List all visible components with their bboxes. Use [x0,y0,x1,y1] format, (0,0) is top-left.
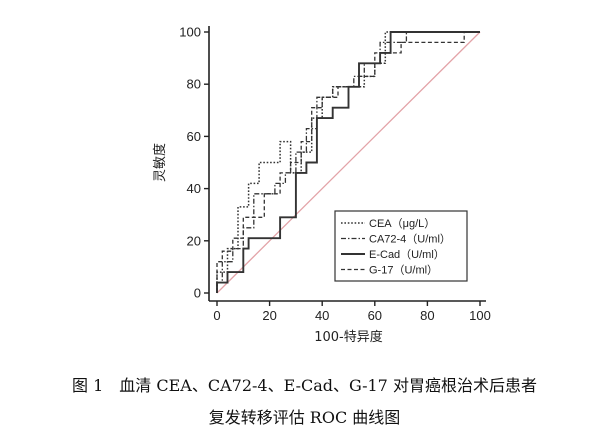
x-tick-label: 60 [368,308,382,323]
legend-label: CEA（μg/L） [369,217,435,230]
axes [204,26,486,306]
y-tick-label: 0 [194,286,201,301]
series-line-3 [216,31,480,293]
reference-line [216,31,481,294]
series-group [216,31,480,293]
y-tick-label: 20 [187,233,201,248]
y-tick-label: 40 [187,181,201,196]
tick-labels: 0 20 40 60 80 100 0 20 40 60 80 100 [179,25,491,324]
y-tick-label: 80 [187,77,201,92]
figure-caption-line-2: 复发转移评估 ROC 曲线图 [208,408,401,427]
y-tick-label: 60 [187,129,201,144]
legend-label: E-Cad（U/ml） [369,248,445,261]
legend: CEA（μg/L） CA72-4（U/ml） E-Cad（U/ml） G-17（U/m… [334,210,468,282]
roc-chart: 0 20 40 60 80 100 0 20 40 60 80 100 100-特异度 灵敏度 CEA… [152,25,491,346]
y-axis-title: 灵敏度 [152,143,168,182]
x-axis-title: 100-特异度 [314,329,383,345]
x-tick-label: 100 [469,308,491,323]
figure-caption-line-1: 图 1 血清 CEA、CA72-4、E-Cad、G-17 对胃癌根治术后患者 [72,376,537,395]
x-tick-label: 80 [420,308,434,323]
series-line-4 [216,31,480,293]
x-tick-label: 0 [213,308,220,323]
reference-diagonal [216,31,481,294]
legend-label: G-17（U/ml） [369,264,438,277]
y-tick-label: 100 [179,25,201,40]
legend-label: CA72-4（U/ml） [369,233,451,246]
x-tick-label: 40 [315,308,329,323]
x-tick-label: 20 [262,308,276,323]
